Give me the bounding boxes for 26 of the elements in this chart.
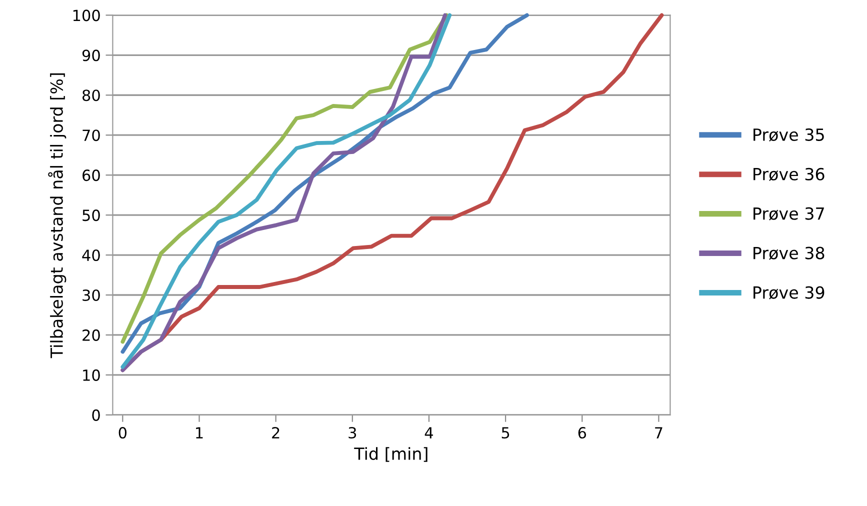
y-tick-label: 60 — [82, 170, 100, 182]
legend-label: Prøve 37 — [754, 207, 824, 220]
y-tick-label: 30 — [82, 289, 100, 302]
y-tick-label: 20 — [82, 329, 100, 341]
x-tick-label: 1 — [196, 427, 203, 438]
legend-label: Prøve 35 — [754, 128, 824, 142]
y-tick-label: 70 — [82, 130, 100, 142]
legend-label: Prøve 38 — [754, 246, 824, 260]
y-tick-label: 0 — [92, 409, 100, 421]
y-axis-title: Tilbakelagt avstand nål til jord [%] — [48, 73, 66, 358]
x-tick-label: 4 — [424, 427, 433, 438]
x-tick-label: 7 — [655, 427, 662, 438]
x-tick-label: 5 — [502, 427, 510, 439]
x-tick-label: 3 — [348, 426, 356, 439]
y-tick-label: 100 — [73, 10, 100, 22]
y-tick-label: 90 — [82, 50, 100, 62]
y-tick-label: 50 — [82, 210, 100, 222]
y-tick-label: 40 — [82, 249, 100, 262]
legend-label: Prøve 39 — [754, 286, 824, 300]
x-axis-title: Tid [min] — [354, 447, 428, 462]
x-tick-label: 0 — [118, 426, 127, 439]
x-tick-label: 6 — [578, 426, 586, 439]
legend-label: Prøve 36 — [754, 168, 824, 181]
x-tick-label: 2 — [272, 426, 280, 438]
y-tick-label: 10 — [83, 369, 100, 381]
y-tick-label: 80 — [82, 90, 100, 102]
